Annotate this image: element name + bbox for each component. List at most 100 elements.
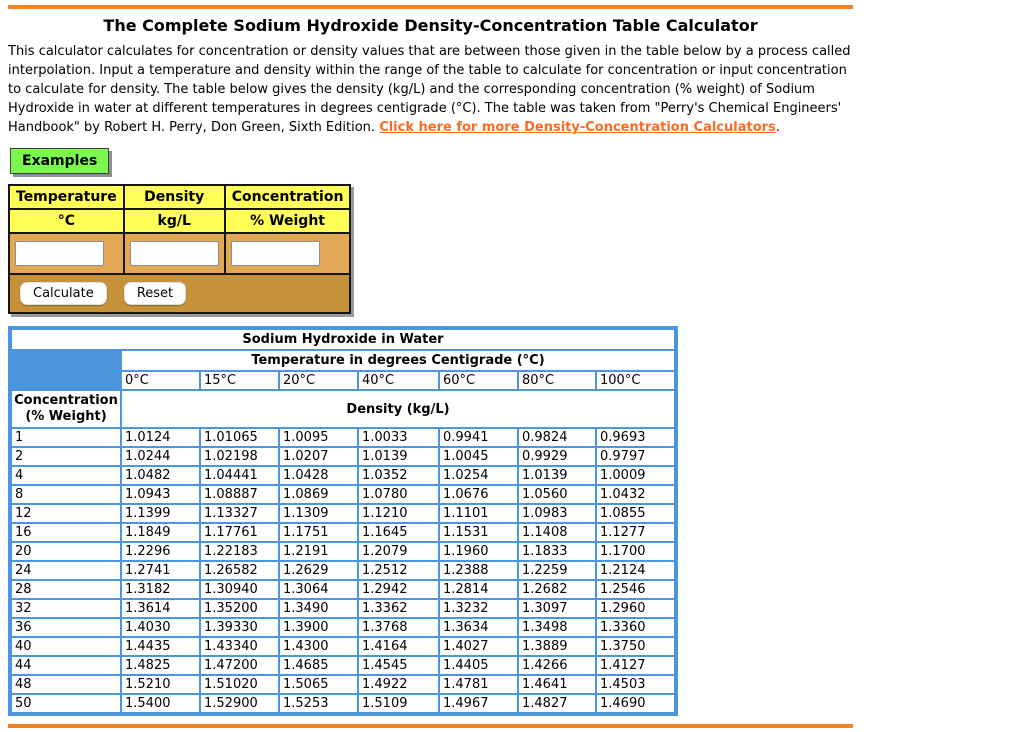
density-cell: 1.3360: [597, 619, 674, 636]
page-title: The Complete Sodium Hydroxide Density-Co…: [103, 16, 758, 35]
density-cell: 1.0244: [122, 448, 199, 465]
bottom-divider: [8, 724, 853, 728]
density-cell: 1.0780: [359, 486, 438, 503]
density-cell: 1.3097: [519, 600, 595, 617]
concentration-row-header-line2: (% Weight): [25, 409, 107, 424]
density-cell: 0.9929: [519, 448, 595, 465]
density-cell: 1.01065: [201, 429, 278, 446]
description-period: .: [775, 120, 780, 135]
corner-cell: [12, 351, 120, 389]
density-cell: 1.2546: [597, 581, 674, 598]
density-cell: 1.4641: [519, 676, 595, 693]
density-cell: 1.3490: [280, 600, 357, 617]
calculator-table: Temperature Density Concentration °C kg/…: [7, 184, 352, 314]
density-cell: 1.13327: [201, 505, 278, 522]
density-cell: 1.0855: [597, 505, 674, 522]
density-cell: 1.3232: [440, 600, 517, 617]
density-cell: 1.1277: [597, 524, 674, 541]
description-text: This calculator calculates for concentra…: [8, 44, 851, 135]
density-input-cell: [122, 232, 226, 275]
density-cell: 1.4827: [519, 695, 595, 712]
density-cell: 1.1751: [280, 524, 357, 541]
density-cell: 1.2296: [122, 543, 199, 560]
density-cell: 1.2814: [440, 581, 517, 598]
density-cell: 1.5400: [122, 695, 199, 712]
density-cell: 1.2942: [359, 581, 438, 598]
density-cell: 1.2259: [519, 562, 595, 579]
temp-column-label: 100°C: [597, 372, 674, 389]
concentration-cell: 20: [12, 543, 120, 560]
density-cell: 1.5253: [280, 695, 357, 712]
density-cell: 1.35200: [201, 600, 278, 617]
table-row: 20 1.2296 1.22183 1.2191 1.2079 1.1960 1.1833 1…: [12, 543, 674, 560]
density-cell: 1.43340: [201, 638, 278, 655]
table-row: 36 1.4030 1.39330 1.3900 1.3768 1.3634 1.3498 1…: [12, 619, 674, 636]
density-cell: 1.0207: [280, 448, 357, 465]
density-header: Density (kg/L): [122, 391, 674, 427]
concentration-cell: 50: [12, 695, 120, 712]
density-cell: 1.3614: [122, 600, 199, 617]
density-cell: 1.04441: [201, 467, 278, 484]
density-cell: 1.51020: [201, 676, 278, 693]
density-table: Sodium Hydroxide in Water Temperature in…: [8, 326, 678, 716]
density-cell: 1.3768: [359, 619, 438, 636]
density-cell: 1.2682: [519, 581, 595, 598]
temp-column-label: 80°C: [519, 372, 595, 389]
calculator-buttons-row: Calculate Reset: [7, 273, 352, 314]
temperature-scale-row: Temperature in degrees Centigrade (°C): [12, 351, 674, 389]
density-column-header: Density: [122, 184, 226, 210]
density-cell: 1.0482: [122, 467, 199, 484]
concentration-cell: 12: [12, 505, 120, 522]
table-row: 1 1.0124 1.01065 1.0095 1.0033 0.9941 0.9824 0.…: [12, 429, 674, 446]
concentration-unit-label: % Weight: [223, 208, 352, 234]
density-cell: 1.1849: [122, 524, 199, 541]
density-rows: 1 1.0124 1.01065 1.0095 1.0033 0.9941 0.9824 0.…: [12, 429, 674, 712]
temperature-input[interactable]: [15, 241, 104, 266]
density-cell: 1.1700: [597, 543, 674, 560]
temp-column-label: 40°C: [359, 372, 438, 389]
density-cell: 1.17761: [201, 524, 278, 541]
density-cell: 1.0676: [440, 486, 517, 503]
concentration-row-header: Concentration (% Weight): [12, 391, 120, 427]
density-cell: 1.0124: [122, 429, 199, 446]
density-cell: 1.3750: [597, 638, 674, 655]
calculator-buttons-cell: Calculate Reset: [7, 273, 352, 314]
table-row: 8 1.0943 1.08887 1.0869 1.0780 1.0676 1.0560 1.…: [12, 486, 674, 503]
density-cell: 1.4027: [440, 638, 517, 655]
density-cell: 0.9824: [519, 429, 595, 446]
density-cell: 1.4545: [359, 657, 438, 674]
temperature-input-cell: [8, 232, 125, 275]
description: This calculator calculates for concentra…: [8, 42, 853, 137]
density-cell: 1.02198: [201, 448, 278, 465]
density-cell: 1.4405: [440, 657, 517, 674]
calculate-button[interactable]: Calculate: [20, 282, 107, 305]
concentration-column-header: Concentration: [223, 184, 352, 210]
temp-column-label: 0°C: [122, 372, 199, 389]
density-cell: 1.0428: [280, 467, 357, 484]
concentration-input[interactable]: [230, 241, 320, 266]
density-cell: 1.0139: [359, 448, 438, 465]
density-cell: 1.0943: [122, 486, 199, 503]
density-input[interactable]: [129, 241, 219, 266]
concentration-cell: 44: [12, 657, 120, 674]
density-cell: 1.0033: [359, 429, 438, 446]
examples-button[interactable]: Examples: [10, 148, 110, 174]
table-row: 24 1.2741 1.26582 1.2629 1.2512 1.2388 1.2259 1…: [12, 562, 674, 579]
density-cell: 0.9941: [440, 429, 517, 446]
table-row: 2 1.0244 1.02198 1.0207 1.0139 1.0045 0.9929 0.…: [12, 448, 674, 465]
more-calculators-link[interactable]: Click here for more Density-Concentratio…: [379, 120, 776, 135]
density-cell: 1.3498: [519, 619, 595, 636]
calculator-input-row: [8, 232, 352, 275]
density-cell: 1.1645: [359, 524, 438, 541]
concentration-cell: 28: [12, 581, 120, 598]
density-cell: 1.4781: [440, 676, 517, 693]
calculator-header-row: Temperature Density Concentration: [8, 184, 352, 210]
table-row: 12 1.1399 1.13327 1.1309 1.1210 1.1101 1.0983 1…: [12, 505, 674, 522]
density-cell: 1.5065: [280, 676, 357, 693]
density-cell: 1.1101: [440, 505, 517, 522]
density-header-row: Concentration (% Weight) Density (kg/L): [12, 391, 674, 427]
density-cell: 1.1833: [519, 543, 595, 560]
density-cell: 1.5210: [122, 676, 199, 693]
density-cell: 1.1531: [440, 524, 517, 541]
reset-button[interactable]: Reset: [123, 282, 187, 305]
